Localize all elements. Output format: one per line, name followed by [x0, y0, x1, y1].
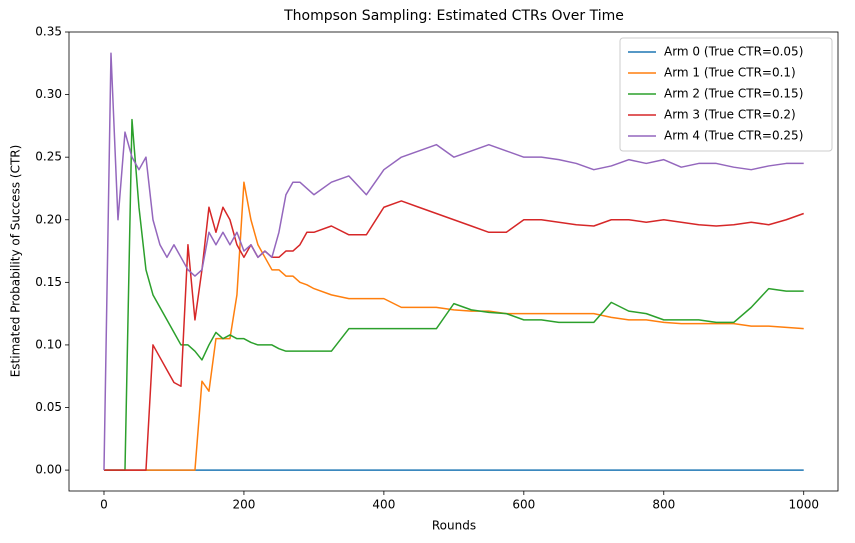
y-tick-label: 0.10: [35, 337, 62, 351]
x-tick-label: 0: [100, 498, 108, 512]
series-line: [103, 52, 804, 471]
legend-label: Arm 1 (True CTR=0.1): [664, 66, 796, 80]
series-line: [103, 200, 804, 471]
legend-box: [619, 37, 833, 152]
series-line: [103, 118, 804, 471]
y-tick-label: 0.35: [35, 25, 62, 39]
y-tick-label: 0.00: [35, 463, 62, 477]
x-tick-label: 200: [232, 498, 255, 512]
legend-label: Arm 2 (True CTR=0.15): [664, 87, 803, 101]
x-tick-label: 400: [372, 498, 395, 512]
y-axis-label: Estimated Probability of Success (CTR): [9, 145, 23, 378]
x-axis-label: Rounds: [432, 519, 476, 533]
legend-label: Arm 3 (True CTR=0.2): [664, 108, 796, 122]
y-tick-label: 0.15: [35, 275, 62, 289]
y-tick-label: 0.05: [35, 400, 62, 414]
series-line: [103, 181, 804, 471]
legend-label: Arm 4 (True CTR=0.25): [664, 129, 803, 143]
chart-title: Thompson Sampling: Estimated CTRs Over T…: [283, 8, 624, 24]
y-tick-label: 0.20: [35, 212, 62, 226]
y-tick-label: 0.25: [35, 150, 62, 164]
y-tick-label: 0.30: [35, 87, 62, 101]
x-tick-label: 800: [652, 498, 675, 512]
legend-label: Arm 0 (True CTR=0.05): [664, 45, 803, 59]
plot-frame: [68, 31, 839, 492]
x-tick-label: 600: [512, 498, 535, 512]
x-tick-label: 1000: [788, 498, 819, 512]
